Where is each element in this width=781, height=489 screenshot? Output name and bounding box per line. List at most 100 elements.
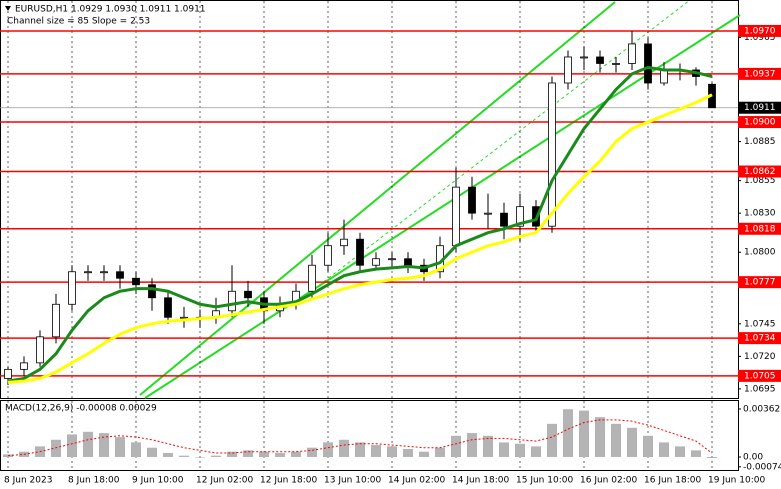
candle-body [644,43,652,84]
candle-body [628,43,636,64]
y-tick-label: 1.0830 [744,209,776,219]
level-label-box [738,165,781,178]
price-panel [0,0,739,399]
candle-body [356,238,364,266]
macd-bar [419,451,429,457]
y-tick-label: 1.0855 [744,176,776,186]
macd-bar [355,442,365,457]
macd-bar [339,439,349,457]
channel-upper [139,1,616,396]
candle-body [516,206,524,227]
candle-body [244,290,252,299]
level-label: 1.0970 [744,26,776,36]
macd-bar [307,447,317,457]
macd-bar [211,455,221,457]
macd-bar [115,437,125,457]
y-tick-label: 1.0965 [744,33,776,43]
level-label: 1.0818 [744,224,776,234]
macd-bar [467,433,477,457]
y-tick-label: 0.00 [743,452,763,462]
candle-body [180,316,188,319]
macd-bar [259,451,269,457]
menu-arrow [5,6,11,11]
macd-bar [291,451,301,457]
candle-body [52,303,60,338]
candle-body [36,336,44,364]
macd-bar [131,442,141,457]
macd-bar [3,454,13,457]
level-label-box [738,222,781,235]
candle-body [132,277,140,286]
macd-bar [99,433,109,457]
x-tick-label: 12 Jun 02:00 [196,476,253,486]
macd-bar [611,423,621,457]
last-price-label: 1.0911 [744,103,776,113]
x-tick-label: 16 Jun 18:00 [644,476,701,486]
macd-panel [0,400,739,471]
x-tick-label: 13 Jun 10:00 [324,476,381,486]
macd-bar [227,451,237,457]
macd-bar [643,435,653,457]
macd-bar [371,445,381,457]
macd-bar [275,453,285,457]
candle-body [596,56,604,64]
last-price-box [738,101,781,114]
channel-middle [299,0,691,301]
x-tick-label: 16 Jun 02:00 [580,476,637,486]
candle-body [660,69,668,84]
macd-bar [403,449,413,457]
macd-bar [499,442,509,457]
level-label-box [738,67,781,80]
macd-bar [547,423,557,457]
macd-bar [147,447,157,457]
macd-bar [67,434,77,457]
macd-bar [243,450,253,457]
level-label-box [738,24,781,37]
level-label-box [738,332,781,345]
candle-body [404,258,412,266]
x-tick-label: 14 Jun 18:00 [452,476,509,486]
macd-bar [563,409,573,457]
x-tick-label: 14 Jun 02:00 [388,476,445,486]
candle-body [564,56,572,84]
y-tick-label: 1.0800 [744,248,776,258]
candle-body [484,212,492,215]
level-label: 1.0705 [744,371,776,381]
y-tick-label: 1.0885 [744,137,776,147]
macd-bar [179,455,189,457]
candle-body [84,271,92,274]
macd-bar [691,450,701,457]
macd-bar [163,453,173,457]
macd-bar [387,446,397,457]
level-label: 1.0900 [744,118,776,128]
y-tick-label: 1.0745 [744,319,776,329]
candle-body [228,290,236,312]
level-label: 1.0777 [744,278,776,288]
moving-average [7,93,713,384]
macd-bar [83,431,93,457]
candle-body [580,56,588,59]
channel [139,0,741,399]
macd-bar [195,456,205,458]
macd-bar [627,427,637,457]
macd-bar [659,442,669,457]
chart-subtitle: Channel size = 85 Slope = 2.53 [7,17,150,27]
candle-body [548,82,556,227]
macd-bar [51,439,61,457]
macd-bar [515,443,525,457]
candle-body [68,271,76,305]
chart-title: EURUSD,H1 1.0929 1.0930 1.0911 1.0911 [15,5,206,15]
level-label-box [738,116,781,129]
candle-body [4,368,12,379]
x-tick-label: 12 Jun 18:00 [260,476,317,486]
macd-bar [483,435,493,457]
y-tick-label: 1.0720 [744,352,776,362]
candle-body [372,258,380,266]
level-label: 1.0937 [744,69,776,79]
macd-bar [675,446,685,457]
macd-bar [707,456,717,459]
candle-body [100,271,108,274]
macd-bar [451,435,461,457]
candle-body [340,238,348,247]
